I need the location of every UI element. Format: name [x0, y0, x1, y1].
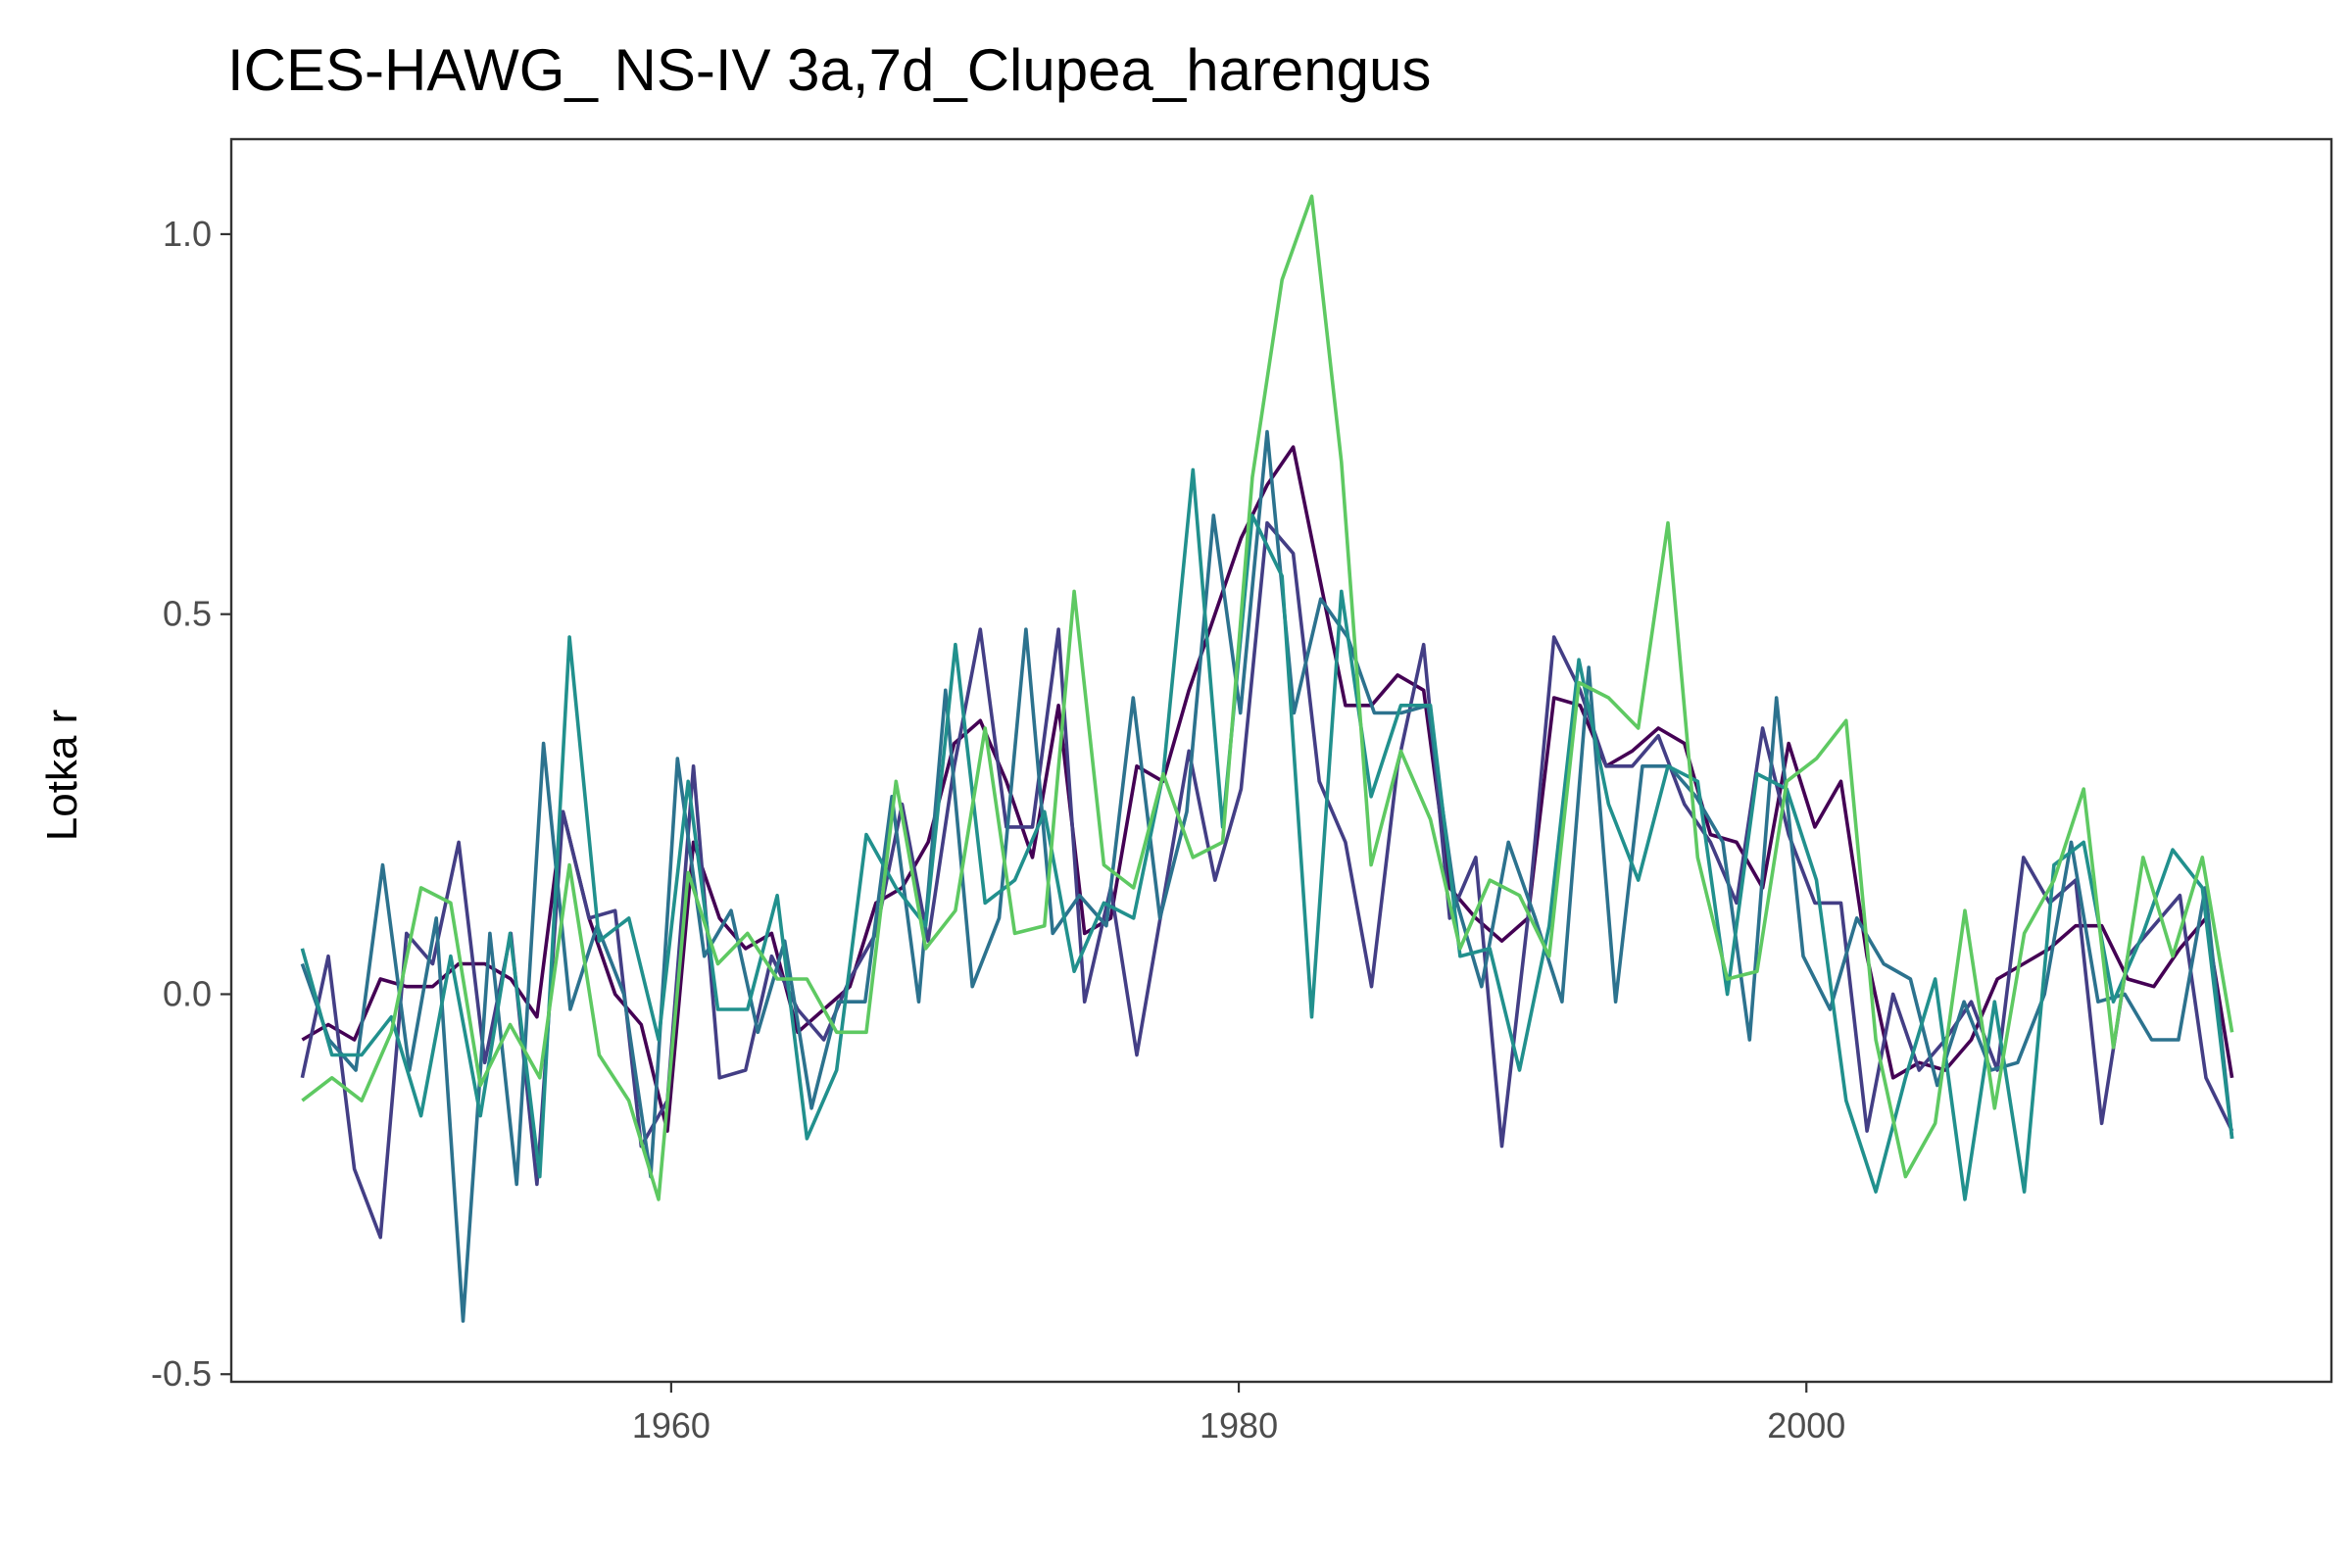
- y-tick-label: -0.5: [151, 1353, 212, 1394]
- series-line-3: [300, 429, 2234, 1323]
- y-tick-label: 0.0: [163, 973, 212, 1013]
- series-line-4: [300, 467, 2234, 1201]
- x-tick-label: 1980: [1200, 1405, 1278, 1446]
- y-tick-label: 1.0: [163, 214, 212, 254]
- y-axis-label: Lotka r: [38, 710, 86, 842]
- plot-panel: [229, 137, 2333, 1384]
- x-tick-label: 1960: [632, 1405, 710, 1446]
- x-tick-label: 2000: [1767, 1405, 1845, 1446]
- x-axis: 1960 1980 2000: [632, 1382, 1845, 1446]
- series-line-5: [301, 194, 2234, 1201]
- chart-title: ICES-HAWG_ NS-IV 3a,7d_Clupea_harengus: [227, 37, 1431, 103]
- y-tick-label: 0.5: [163, 594, 212, 634]
- series-layer: [300, 194, 2234, 1323]
- series-line-2: [300, 520, 2234, 1240]
- y-axis: -0.5 0.0 0.5 1.0: [151, 214, 231, 1394]
